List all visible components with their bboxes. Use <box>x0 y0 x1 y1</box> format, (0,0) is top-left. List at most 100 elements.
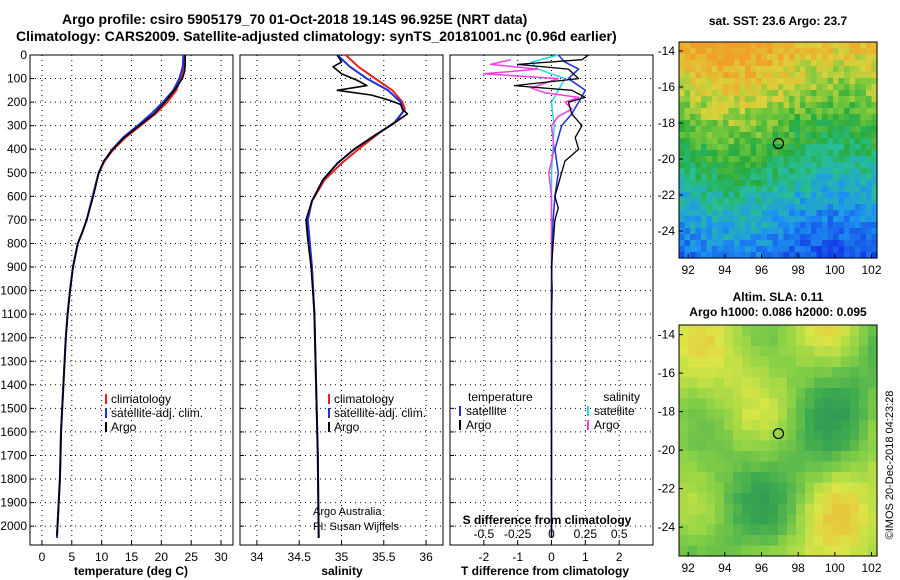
map-cell <box>822 144 829 151</box>
map-cell <box>783 114 790 121</box>
map-cell <box>701 114 708 121</box>
map-cell <box>783 216 790 223</box>
map-cell <box>855 90 862 97</box>
map-cell <box>690 234 697 241</box>
map-cell <box>850 545 860 557</box>
map-cell <box>739 246 746 253</box>
map-cell <box>805 461 815 473</box>
map-cell <box>767 222 774 229</box>
map-cell <box>811 108 818 115</box>
map-cell <box>715 482 725 494</box>
map-cell <box>717 48 724 55</box>
map-cell <box>783 252 790 259</box>
map-cell <box>761 252 768 259</box>
map-cell <box>679 180 686 187</box>
map-cell <box>728 198 735 205</box>
map-cell <box>715 388 725 400</box>
map-cell <box>866 186 873 193</box>
map-cell <box>684 210 691 217</box>
map-cell <box>706 388 716 400</box>
map-cell <box>695 114 702 121</box>
map-cell <box>860 144 867 151</box>
map-cell <box>751 335 761 347</box>
map-cell <box>717 132 724 139</box>
title-line-2: Climatology: CARS2009. Satellite-adjuste… <box>16 28 617 44</box>
map-cell <box>688 367 698 379</box>
map-cell <box>701 108 708 115</box>
map-cell <box>772 126 779 133</box>
map-cell <box>742 514 752 526</box>
map-cell <box>850 524 860 536</box>
map-cell <box>761 168 768 175</box>
map-cell <box>723 126 730 133</box>
map-cell <box>739 186 746 193</box>
map-cell <box>772 210 779 217</box>
map-cell <box>739 240 746 247</box>
map-frame <box>678 41 878 259</box>
map-cell <box>859 514 869 526</box>
map-cell <box>679 440 689 452</box>
map-cell <box>679 367 689 379</box>
map-cell <box>816 126 823 133</box>
map-cell <box>794 222 801 229</box>
map-cell <box>814 409 824 421</box>
map-cell <box>822 198 829 205</box>
map-cell <box>742 419 752 431</box>
map-cell <box>871 42 878 49</box>
tick-label-y: 500 <box>7 166 27 180</box>
map-cell <box>833 72 840 79</box>
map-cell <box>796 335 806 347</box>
map-cell <box>706 228 713 235</box>
map-cell <box>850 325 860 337</box>
map-cell <box>811 48 818 55</box>
map-cell <box>684 78 691 85</box>
map-cell <box>841 367 851 379</box>
map-cell <box>742 493 752 505</box>
map-cell <box>767 120 774 127</box>
map-cell <box>717 60 724 67</box>
map-cell <box>871 150 878 157</box>
map-cell <box>679 377 689 389</box>
map-cell <box>750 174 757 181</box>
map-cell <box>789 138 796 145</box>
map-cell <box>849 210 856 217</box>
map-cell <box>761 48 768 55</box>
map-cell <box>734 168 741 175</box>
map-cell <box>794 60 801 67</box>
map-cell <box>811 174 818 181</box>
map-cell <box>712 84 719 91</box>
map-cell <box>832 325 842 337</box>
map-cell <box>811 216 818 223</box>
map-cell <box>866 240 873 247</box>
map-cell <box>717 72 724 79</box>
map-cell <box>723 180 730 187</box>
map-cell <box>871 72 878 79</box>
map-cell <box>868 482 878 494</box>
map-cell <box>701 198 708 205</box>
map-cell <box>767 162 774 169</box>
map-cell <box>750 90 757 97</box>
map-cell <box>739 60 746 67</box>
map-cell <box>695 120 702 127</box>
map-cell <box>855 120 862 127</box>
map-cell <box>794 66 801 73</box>
map-cell <box>679 419 689 431</box>
tick-label-x: 34.5 <box>288 550 312 564</box>
map-cell <box>859 346 869 358</box>
map-cell <box>778 377 788 389</box>
map-cell <box>859 493 869 505</box>
tick-label-x: 2 <box>616 550 623 564</box>
map-cell <box>838 54 845 61</box>
map-cell <box>860 228 867 235</box>
map-cell <box>733 367 743 379</box>
map-cell <box>811 120 818 127</box>
map-cell <box>849 162 856 169</box>
tick-label-x: 30 <box>214 550 228 564</box>
map-cell <box>728 204 735 211</box>
map-cell <box>794 150 801 157</box>
map-cell <box>712 48 719 55</box>
map-cell <box>844 84 851 91</box>
map-cell <box>833 246 840 253</box>
map-cell <box>805 252 812 259</box>
map-cell <box>800 96 807 103</box>
